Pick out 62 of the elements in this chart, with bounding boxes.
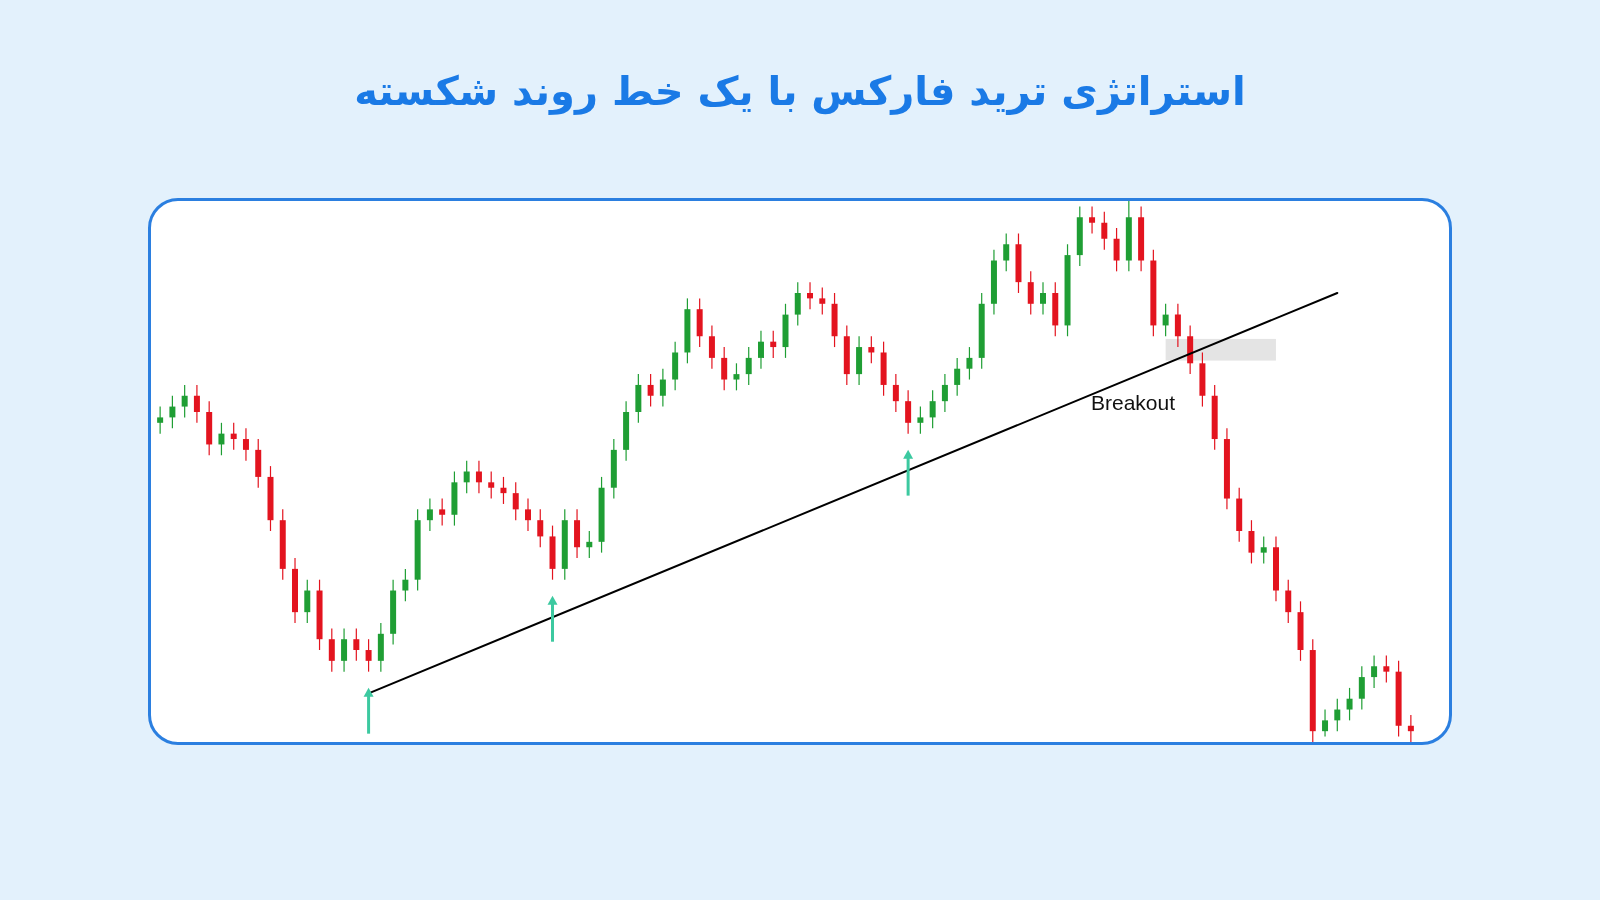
candlestick (708, 324, 715, 370)
candlestick (242, 427, 249, 462)
candlestick (328, 627, 335, 673)
candlestick (218, 422, 225, 456)
candlestick (807, 281, 814, 310)
candlestick (475, 460, 482, 494)
candlestick (1358, 665, 1365, 711)
candlestick (353, 627, 360, 662)
candlestick (365, 638, 372, 673)
candlestick (966, 346, 973, 381)
candlestick (1101, 211, 1108, 251)
candlestick (512, 481, 519, 521)
candlestick (929, 389, 936, 429)
candlestick (488, 470, 495, 500)
candlestick (905, 389, 912, 435)
candlestick (193, 384, 200, 424)
candlestick (402, 568, 409, 602)
candlestick (770, 330, 777, 359)
candlestick (868, 335, 875, 364)
candlestick (1383, 654, 1390, 684)
candlestick (954, 357, 961, 397)
candlestick (1003, 232, 1010, 272)
candlestick (721, 346, 728, 391)
candlestick (181, 384, 188, 418)
candlestick (647, 373, 654, 408)
candlestick (1407, 714, 1414, 742)
candlestick (757, 330, 764, 370)
candlestick (525, 497, 531, 532)
candlestick (819, 286, 826, 316)
candlestick (1285, 579, 1292, 624)
candlestick (1371, 654, 1378, 689)
candlestick (794, 281, 801, 327)
candlestick (463, 460, 470, 494)
candlestick (941, 373, 948, 413)
chart-title: استراتژی ترید فارکس با یک خط روند شکسته (353, 68, 1247, 114)
candlestick (1089, 205, 1096, 235)
candlestick (157, 405, 164, 435)
candlestick (426, 497, 433, 532)
candlestick (230, 422, 237, 451)
candlestick (733, 362, 740, 391)
candlestick (169, 395, 176, 429)
candlestick (1040, 281, 1046, 316)
candlestick (439, 497, 446, 527)
candlestick (1346, 687, 1353, 721)
candlestick (1174, 303, 1181, 348)
candlestick (1334, 698, 1341, 732)
candlestick (1260, 535, 1267, 565)
candlestick (1248, 519, 1255, 565)
candlestick (341, 627, 348, 673)
candlestick (304, 579, 311, 624)
candlestick (892, 373, 899, 413)
candlestick (745, 346, 752, 386)
candlestick (537, 508, 544, 548)
candlestick (1162, 303, 1169, 337)
candlestick (1113, 227, 1120, 272)
candlestick (586, 530, 593, 559)
candlestick (1027, 270, 1034, 316)
candlestick (659, 368, 666, 408)
candlestick (917, 405, 924, 435)
candlestick (1322, 708, 1329, 738)
annotation: Breakout (1091, 391, 1176, 415)
candlestick (500, 476, 507, 505)
